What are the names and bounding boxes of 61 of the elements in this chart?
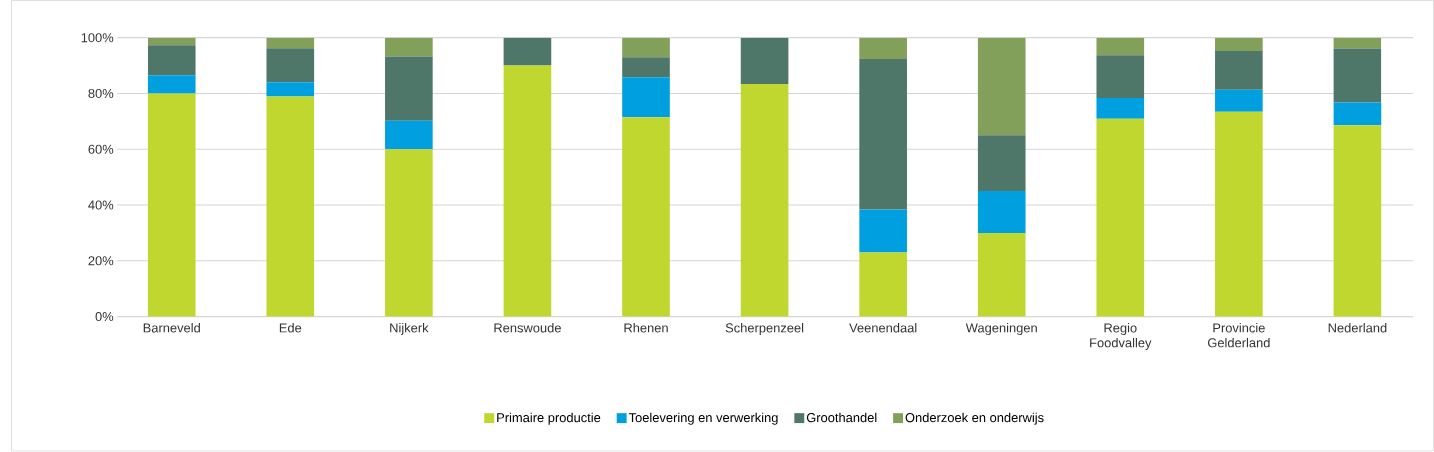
- bar: [1333, 48, 1382, 103]
- y-tick-label: 100%: [81, 33, 114, 43]
- bar: [147, 37, 196, 46]
- x-tick-label: Regio Foodvalley: [1090, 323, 1152, 351]
- bar: [740, 84, 789, 317]
- bar: [622, 117, 670, 317]
- bar: [1096, 55, 1145, 99]
- bar: [1215, 112, 1263, 317]
- bar: [622, 37, 670, 58]
- bar: [385, 56, 433, 122]
- y-tick-label: 40%: [88, 200, 114, 210]
- bar: [622, 77, 670, 118]
- bar: [266, 37, 315, 49]
- x-tick-label: Veenendaal: [849, 323, 917, 333]
- bar: [859, 252, 907, 317]
- x-tick-label: Wageningen: [965, 323, 1037, 336]
- bar: [1096, 37, 1145, 56]
- x-tick-label: Barneveld: [143, 323, 200, 333]
- y-tick-label: 0%: [95, 312, 114, 322]
- y-tick-label: 80%: [88, 89, 114, 99]
- bar: [1215, 37, 1263, 52]
- bar: [859, 209, 907, 253]
- x-tick-label: Scherpenzeel: [725, 323, 804, 336]
- bar: [1096, 119, 1145, 317]
- y-tick-label: 20%: [88, 256, 114, 266]
- bar: [503, 65, 552, 317]
- bar: [977, 233, 1026, 317]
- bar: [147, 93, 196, 317]
- bar: [977, 37, 1026, 136]
- bar: [859, 59, 907, 210]
- x-tick-label: Ede: [279, 323, 302, 333]
- bar: [977, 191, 1026, 234]
- bar: [266, 82, 315, 97]
- x-tick-label: Nijkerk: [390, 323, 429, 336]
- bar: [266, 96, 315, 317]
- bar: [503, 37, 552, 66]
- x-tick-label: Rhenen: [624, 323, 668, 333]
- x-tick-label: Nederland: [1328, 323, 1387, 333]
- bar: [266, 48, 315, 83]
- bar: [147, 45, 196, 76]
- bar: [622, 57, 670, 78]
- x-tick-label: Renswoude: [494, 323, 561, 333]
- legend-label: Toelevering en verwerking: [628, 412, 778, 425]
- bar: [1333, 102, 1382, 126]
- bar: [859, 37, 907, 60]
- bar: [147, 75, 196, 94]
- bar: [385, 149, 433, 317]
- bar: [1215, 51, 1263, 91]
- bar: [1096, 98, 1145, 120]
- legend-label: Groothandel: [806, 412, 877, 423]
- y-tick-label: 60%: [88, 144, 114, 155]
- bar: [1333, 37, 1382, 49]
- x-tick-label: Provincie Gelderland: [1207, 323, 1270, 348]
- bar: [385, 37, 433, 57]
- legend-label: Onderzoek en onderwijs: [905, 412, 1044, 425]
- legend-label: Primaire productie: [497, 412, 601, 425]
- bar: [1215, 90, 1263, 113]
- bar: [385, 121, 433, 150]
- bar: [1333, 125, 1382, 317]
- bar: [977, 135, 1026, 192]
- bar: [740, 37, 789, 85]
